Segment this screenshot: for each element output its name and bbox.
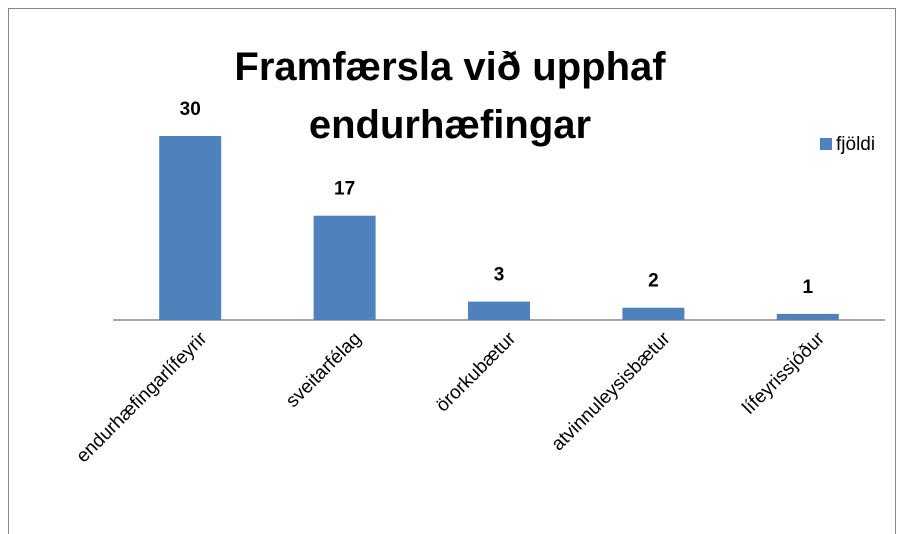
legend-label: fjöldi	[836, 134, 875, 155]
bar	[468, 301, 530, 320]
x-tick-label: atvinnuleysisbætur	[548, 328, 675, 455]
chart-title: Framfærsla við upphaf endurhæfingar	[234, 45, 666, 147]
data-label: 2	[648, 271, 659, 292]
bar	[159, 136, 222, 320]
bar	[776, 313, 839, 320]
x-tick-label: endurhæfingarlífeyrir	[72, 328, 211, 467]
legend-swatch	[820, 138, 832, 150]
bar	[622, 307, 685, 320]
chart-border	[8, 8, 896, 534]
data-label: 17	[334, 179, 355, 200]
x-tick-label: sveitarfélag	[282, 328, 366, 412]
data-label: 1	[803, 277, 814, 298]
x-tick-label: örorkubætur	[432, 328, 521, 417]
bar	[313, 215, 376, 320]
data-label: 30	[180, 99, 201, 120]
x-tick-label: lífeyrissjóður	[739, 328, 830, 419]
data-label: 3	[494, 265, 505, 286]
